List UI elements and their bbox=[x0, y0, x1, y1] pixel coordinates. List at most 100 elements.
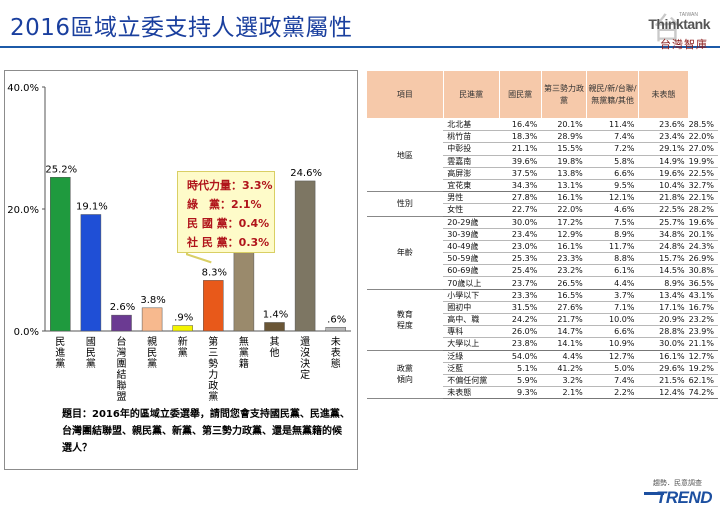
table-cell: 21.1% bbox=[688, 337, 718, 351]
category-label-char: 黨 bbox=[147, 357, 157, 370]
table-group-label: 教育 程度 bbox=[366, 289, 444, 351]
bar bbox=[80, 214, 102, 332]
table-cell: 34.3% bbox=[499, 179, 542, 193]
category-label-char: 進 bbox=[55, 347, 65, 359]
table-cell: 13.8% bbox=[541, 167, 587, 180]
table-cell: 3.2% bbox=[541, 374, 587, 388]
table-cell: 10.4% bbox=[638, 179, 689, 193]
bar-value-label: 25.2% bbox=[45, 164, 77, 175]
table-row-label: 不偏任何黨 bbox=[443, 374, 500, 388]
footer-logo-stripe bbox=[644, 492, 664, 495]
table-cell: 14.9% bbox=[638, 155, 689, 168]
table-row: 年齡 20-29歲 30.0% 17.2% 7.5% 25.7% 19.6% bbox=[366, 216, 718, 290]
brand-en: Thinktank bbox=[648, 16, 710, 32]
table-group-label: 地區 bbox=[366, 118, 444, 193]
table-group-label: 政黨 傾向 bbox=[366, 350, 444, 400]
category-label-char: 力 bbox=[208, 368, 218, 381]
table-cell: 25.3% bbox=[499, 252, 542, 266]
bar-chart: 0.0%20.0%40.0%25.2%民進黨19.1%國民黨2.6%台灣團結聯盟… bbox=[7, 83, 351, 403]
category-label-char: 他 bbox=[270, 346, 280, 359]
header-undecided: 未表態 bbox=[637, 70, 690, 119]
table-cell: 8.9% bbox=[586, 228, 639, 241]
category-label-char: 其 bbox=[270, 336, 280, 348]
table-cell: 12.7% bbox=[688, 350, 718, 363]
category-label-char: 政 bbox=[208, 379, 218, 392]
table-cell: 43.1% bbox=[688, 289, 718, 302]
table-cell: 10.0% bbox=[586, 313, 639, 327]
table-cell: 5.1% bbox=[499, 362, 542, 375]
table-cell: 7.2% bbox=[586, 142, 639, 156]
table-cell: 20.9% bbox=[638, 313, 689, 327]
table-cell: 10.9% bbox=[586, 337, 639, 351]
category-label-char: 親 bbox=[147, 335, 157, 348]
category-label-char: 勢 bbox=[208, 357, 218, 370]
table-row-label: 60-69歲 bbox=[443, 264, 500, 278]
bar bbox=[50, 177, 71, 332]
table-cell: 7.4% bbox=[586, 374, 639, 388]
table-row-label: 女性 bbox=[443, 203, 500, 217]
table-cell: 54.0% bbox=[499, 350, 542, 363]
category-label-char: 民 bbox=[147, 347, 157, 359]
y-tick-label: 40.0% bbox=[7, 83, 39, 94]
table-cell: 21.1% bbox=[499, 142, 542, 156]
table-cell: 22.0% bbox=[688, 130, 718, 144]
bar-value-label: .6% bbox=[327, 314, 346, 325]
table-cell: 23.2% bbox=[541, 264, 587, 278]
table-cell: 2.1% bbox=[541, 386, 587, 400]
table-cell: 28.9% bbox=[541, 130, 587, 144]
table-cell: 23.2% bbox=[688, 313, 718, 327]
table-cell: 23.6% bbox=[638, 118, 689, 132]
header-kmt: 國民黨 bbox=[498, 70, 542, 119]
table-cell: 31.5% bbox=[499, 301, 542, 315]
bar-value-label: 3.8% bbox=[140, 295, 165, 306]
table-cell: 25.4% bbox=[499, 264, 542, 278]
table-cell: 7.4% bbox=[586, 130, 639, 144]
table-row: 政黨 傾向 泛綠 54.0% 4.4% 12.7% 16.1% 12.7% bbox=[366, 350, 718, 400]
table-cell: 21.7% bbox=[541, 313, 587, 327]
table-row-label: 高中、職 bbox=[443, 313, 500, 327]
table-cell: 26.0% bbox=[499, 325, 542, 339]
y-tick-label: 20.0% bbox=[7, 205, 39, 216]
table-row-label: 高屏澎 bbox=[443, 167, 500, 180]
callout-line: 綠 黨：2.1% bbox=[187, 198, 262, 211]
header-third: 第三勢力政黨 bbox=[540, 70, 588, 119]
table-cell: 32.7% bbox=[688, 179, 718, 193]
table-row: 不偏任何黨 5.9% 3.2% 7.4% 21.5% 62.1% bbox=[367, 374, 718, 388]
table-cell: 22.1% bbox=[688, 191, 718, 205]
table-row: 高屏澎 37.5% 13.8% 6.6% 19.6% 22.5% bbox=[367, 167, 718, 180]
table-cell: 9.5% bbox=[586, 179, 639, 193]
table-cell: 22.7% bbox=[499, 203, 542, 217]
chart-callout: 時代力量：3.3% 綠 黨：2.1% 民 國 黨：0.4% 社 民 黨：0.3% bbox=[177, 171, 275, 253]
table-cell: 19.9% bbox=[688, 155, 718, 168]
table-cell: 16.1% bbox=[638, 350, 689, 363]
page-title: 2016區域立委支持人選政黨屬性 bbox=[10, 15, 353, 41]
trend-logo: TREND bbox=[655, 488, 713, 507]
bar-value-label: .9% bbox=[174, 313, 193, 324]
table-cell: 24.2% bbox=[499, 313, 542, 327]
bar bbox=[233, 249, 255, 332]
category-label-char: 第 bbox=[208, 335, 218, 348]
brand-en-small: TAIWAN bbox=[679, 12, 698, 18]
table-row: 雲嘉南 39.6% 19.8% 5.8% 14.9% 19.9% bbox=[367, 155, 718, 168]
table-cell: 23.0% bbox=[499, 240, 542, 254]
table-cell: 7.5% bbox=[586, 216, 639, 229]
bar bbox=[325, 327, 346, 332]
category-label-char: 黨 bbox=[55, 357, 65, 370]
table-cell: 26.9% bbox=[688, 252, 718, 266]
table-cell: 11.7% bbox=[586, 240, 639, 254]
table-cell: 13.1% bbox=[541, 179, 587, 193]
table-cell: 30.8% bbox=[688, 264, 718, 278]
table-row-label: 泛綠 bbox=[443, 350, 500, 363]
bar bbox=[141, 307, 163, 332]
table-cell: 6.1% bbox=[586, 264, 639, 278]
table-cell: 26.5% bbox=[541, 276, 587, 290]
table-row-label: 小學以下 bbox=[443, 289, 500, 302]
table-cell: 4.6% bbox=[586, 203, 639, 217]
category-label-char: 決 bbox=[300, 358, 310, 370]
table-row-label: 桃竹苗 bbox=[443, 130, 500, 144]
brand-logo: 台 TAIWAN Thinktank 台灣智庫 bbox=[622, 4, 714, 51]
table-cell: 62.1% bbox=[688, 374, 718, 388]
table-row: 桃竹苗 18.3% 28.9% 7.4% 23.4% 22.0% bbox=[367, 130, 718, 144]
table-cell: 18.3% bbox=[499, 130, 542, 144]
table-cell: 23.9% bbox=[688, 325, 718, 339]
